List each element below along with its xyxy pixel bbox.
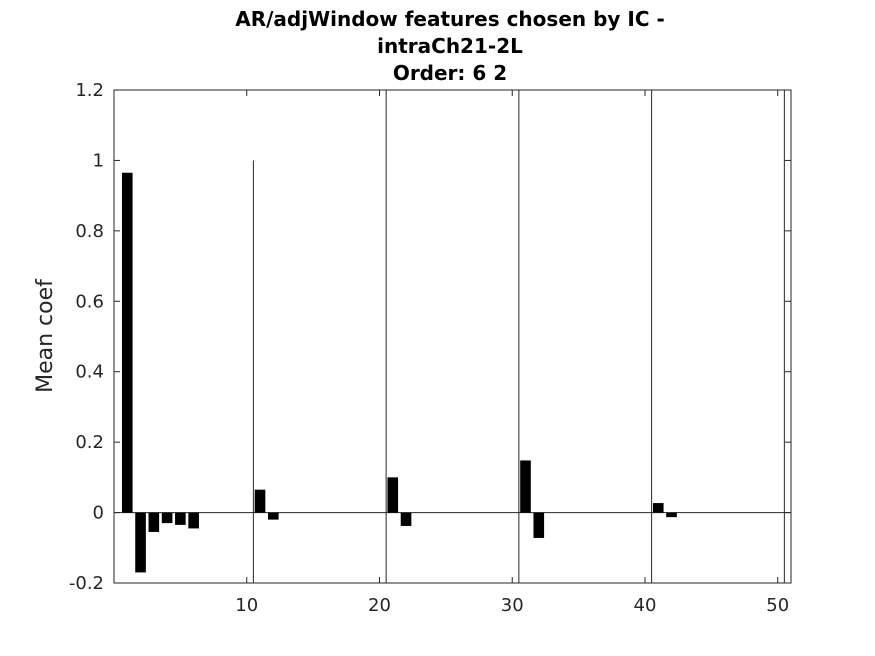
bar-2 [135,512,146,573]
bar-21 [387,477,399,513]
x-tick-label: 30 [501,595,524,616]
y-axis-ticks: -0.2 0 0.2 0.4 0.6 0.8 1 1.2 [69,80,791,594]
bar-11 [254,489,266,513]
y-tick-label: 0.2 [75,432,104,453]
y-tick-label: 0.8 [75,221,104,242]
bar-22 [400,512,412,526]
y-tick-label: -0.2 [69,573,104,594]
y-tick-label: 0.4 [75,362,104,383]
bar-3 [148,512,160,532]
y-tick-label: 0.6 [75,291,104,312]
x-tick-label: 20 [368,595,391,616]
bars [121,172,677,573]
bar-42 [666,512,677,518]
bar-31 [520,460,531,513]
chart-title-line-2: intraCh21-2L [377,34,523,58]
chart-title-line-1: AR/adjWindow features chosen by IC - [235,7,665,31]
bar-32 [533,512,545,538]
bar-12 [267,512,279,520]
bar-1 [121,172,133,513]
x-tick-label: 40 [634,595,657,616]
x-tick-label: 50 [766,595,789,616]
bar-6 [188,512,199,529]
chart-title-line-3: Order: 6 2 [393,61,507,85]
bar-4 [161,512,173,524]
y-tick-label: 1.2 [75,80,104,101]
y-tick-label: 0 [93,503,104,524]
bar-41 [652,503,664,513]
x-tick-label: 10 [235,595,258,616]
y-axis-label: Mean coef [33,278,58,393]
separator-lines [252,90,785,583]
plot-area [113,89,792,584]
y-tick-label: 1 [93,150,104,171]
x-axis-ticks: 10 20 30 40 50 [235,90,789,616]
bar-5 [175,512,186,525]
